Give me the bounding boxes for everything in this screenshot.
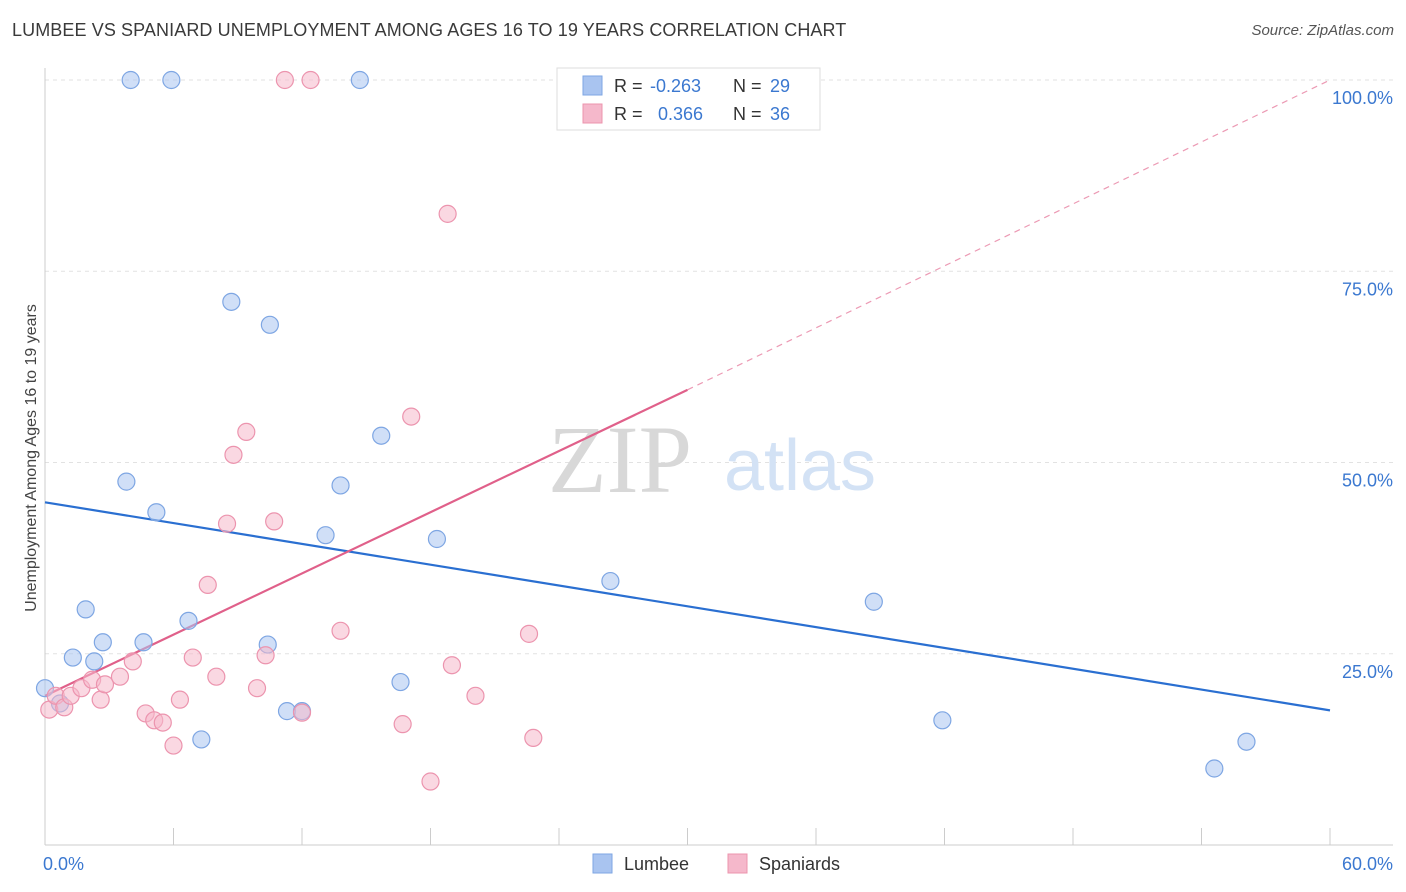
- lumbee-point: [222, 292, 241, 311]
- series-legend: Lumbee Spaniards: [592, 853, 840, 874]
- spaniard-point: [123, 652, 142, 671]
- spaniard-point: [207, 667, 226, 686]
- trend-lines: [44, 79, 1331, 712]
- spaniard-r-value: 0.366: [658, 104, 703, 124]
- lumbee-point: [331, 476, 350, 495]
- watermark-zip: ZIP: [548, 406, 692, 513]
- spaniard-point: [331, 621, 350, 640]
- spaniard-point: [442, 656, 462, 675]
- lumbee-point: [76, 600, 95, 619]
- lumbee-point: [147, 503, 166, 522]
- spaniard-point: [110, 667, 130, 686]
- spaniard-point: [247, 679, 267, 698]
- lumbee-n-label: N =: [733, 76, 762, 96]
- x-tick-label-min: 0.0%: [43, 854, 84, 874]
- spaniard-point: [524, 728, 543, 748]
- lumbee-point: [601, 571, 620, 591]
- lumbee-n-value: 29: [770, 76, 790, 96]
- lumbee-r-value: -0.263: [650, 76, 701, 96]
- lumbee-point: [134, 633, 153, 652]
- spaniard-point: [91, 690, 110, 709]
- gridlines: [45, 79, 1393, 655]
- lumbee-point: [179, 611, 198, 630]
- lumbee-point: [427, 529, 447, 549]
- y-tick-label: 25.0%: [1342, 662, 1393, 682]
- spaniard-swatch: [582, 103, 603, 124]
- stats-legend: R = -0.263 N = 29 R = 0.366 N = 36: [556, 67, 821, 131]
- x-tick-label-max: 60.0%: [1342, 854, 1393, 874]
- legend-lumbee-swatch: [592, 853, 613, 874]
- spaniard-point: [256, 646, 275, 665]
- spaniard-point: [237, 422, 256, 441]
- spaniard-point: [265, 512, 284, 531]
- spaniard-point: [217, 514, 237, 533]
- source-credit: Source: ZipAtlas.com: [1251, 22, 1394, 39]
- spaniard-point: [292, 703, 312, 722]
- spaniard-n-label: N =: [733, 104, 762, 124]
- chart-title: LUMBEE VS SPANIARD UNEMPLOYMENT AMONG AG…: [12, 20, 847, 40]
- lumbee-point: [162, 70, 181, 90]
- lumbee-point: [350, 70, 369, 90]
- spaniard-point: [224, 445, 243, 464]
- watermark: ZIP atlas: [548, 406, 876, 513]
- spaniard-point: [402, 407, 421, 426]
- y-axis-label: Unemployment Among Ages 16 to 19 years: [23, 304, 40, 612]
- spaniard-point: [421, 772, 440, 791]
- legend-spaniards-label: Spaniards: [759, 854, 840, 874]
- lumbee-point: [391, 672, 410, 692]
- lumbee-point: [85, 652, 104, 671]
- spaniard-point: [183, 648, 202, 667]
- lumbee-trend-line: [44, 501, 1331, 712]
- lumbee-point: [1237, 732, 1256, 751]
- spaniard-point: [170, 690, 190, 709]
- lumbee-point: [1205, 759, 1224, 778]
- spaniard-n-value: 36: [770, 104, 790, 124]
- spaniard-point: [153, 713, 172, 732]
- y-tick-label: 100.0%: [1332, 88, 1393, 108]
- lumbee-point: [192, 730, 211, 749]
- spaniard-point: [198, 575, 217, 595]
- spaniard-trend-extension: [687, 79, 1331, 391]
- lumbee-swatch: [582, 75, 603, 96]
- lumbee-point: [121, 70, 140, 90]
- data-points: [35, 70, 1256, 791]
- legend-lumbee-label: Lumbee: [624, 854, 689, 874]
- axes: [44, 68, 1393, 846]
- y-tick-label: 75.0%: [1342, 279, 1393, 299]
- spaniard-r-label: R =: [614, 104, 643, 124]
- lumbee-point: [117, 472, 136, 491]
- spaniard-point: [466, 686, 485, 705]
- lumbee-point: [372, 426, 391, 445]
- lumbee-point: [93, 633, 112, 652]
- spaniard-point: [275, 70, 294, 90]
- lumbee-point: [316, 526, 335, 545]
- watermark-atlas: atlas: [724, 426, 876, 506]
- spaniard-point: [164, 736, 183, 755]
- lumbee-point: [63, 648, 82, 667]
- y-tick-label: 50.0%: [1342, 471, 1393, 491]
- spaniard-point: [301, 70, 320, 90]
- lumbee-point: [260, 315, 279, 334]
- spaniard-point: [95, 675, 115, 694]
- lumbee-point: [933, 711, 952, 730]
- spaniard-point: [393, 715, 412, 734]
- legend-spaniards-swatch: [727, 853, 748, 874]
- lumbee-r-label: R =: [614, 76, 643, 96]
- tick-labels: 25.0% 50.0% 75.0% 100.0% 0.0% 60.0%: [43, 88, 1393, 874]
- spaniard-point: [438, 204, 457, 223]
- lumbee-point: [864, 592, 883, 611]
- spaniard-point: [519, 624, 539, 643]
